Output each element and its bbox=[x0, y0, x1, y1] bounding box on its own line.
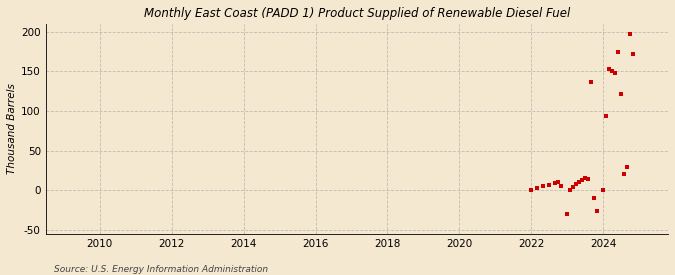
Point bbox=[577, 178, 588, 182]
Point bbox=[532, 186, 543, 190]
Point bbox=[553, 180, 564, 185]
Point bbox=[625, 32, 636, 36]
Point bbox=[622, 164, 632, 169]
Point bbox=[613, 50, 624, 55]
Point bbox=[574, 180, 585, 185]
Title: Monthly East Coast (PADD 1) Product Supplied of Renewable Diesel Fuel: Monthly East Coast (PADD 1) Product Supp… bbox=[144, 7, 570, 20]
Point bbox=[604, 67, 615, 71]
Point bbox=[565, 187, 576, 192]
Point bbox=[556, 183, 566, 188]
Text: Source: U.S. Energy Information Administration: Source: U.S. Energy Information Administ… bbox=[54, 265, 268, 274]
Point bbox=[571, 182, 582, 186]
Point bbox=[583, 177, 593, 182]
Point bbox=[619, 172, 630, 177]
Point bbox=[628, 52, 639, 56]
Point bbox=[538, 184, 549, 189]
Point bbox=[610, 71, 620, 75]
Point bbox=[586, 79, 597, 84]
Point bbox=[598, 187, 609, 192]
Point bbox=[589, 196, 599, 200]
Point bbox=[580, 176, 591, 181]
Point bbox=[568, 185, 579, 189]
Point bbox=[562, 212, 572, 216]
Y-axis label: Thousand Barrels: Thousand Barrels bbox=[7, 84, 17, 174]
Point bbox=[607, 69, 618, 74]
Point bbox=[616, 92, 626, 96]
Point bbox=[544, 183, 555, 187]
Point bbox=[526, 187, 537, 192]
Point bbox=[550, 181, 561, 185]
Point bbox=[601, 114, 612, 118]
Point bbox=[592, 209, 603, 213]
